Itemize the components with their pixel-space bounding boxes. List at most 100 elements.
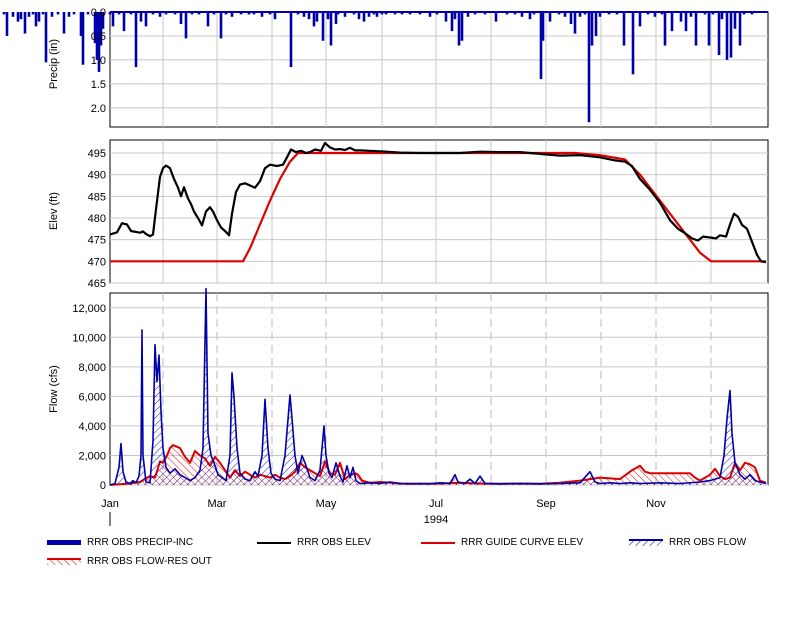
precip-ytick-label: 0.5 (91, 31, 106, 43)
precip-bar (660, 12, 664, 15)
precip-bar (663, 12, 667, 46)
precip-bar (450, 12, 454, 32)
precip-bar (2, 12, 6, 15)
precip-bar (638, 12, 642, 27)
precip-bar (334, 12, 338, 24)
legend-precip: RRR OBS PRECIP-INC (47, 537, 193, 548)
flow-panel-frame (109, 292, 769, 486)
precip-bar (62, 12, 66, 34)
grid-layer (110, 11, 768, 486)
precip-bar (239, 12, 243, 15)
precip-bar (444, 12, 448, 22)
precip-bar (117, 12, 121, 15)
precip-bar (23, 12, 27, 34)
flow-ytick-label: 0 (100, 480, 106, 492)
precip-bar (520, 12, 524, 17)
precip-bar (483, 12, 487, 15)
precip-bar (400, 12, 404, 15)
precip-bar (212, 12, 216, 15)
precip-bar (367, 12, 371, 17)
obs-flow-line (109, 287, 767, 486)
precip-bar (252, 12, 256, 15)
precip-bar (34, 12, 38, 27)
precip-bar (622, 12, 626, 46)
precip-bar (380, 12, 384, 15)
precip-bar (738, 12, 742, 46)
x-tick-jan: Jan (101, 498, 119, 510)
precip-bar (268, 12, 272, 15)
precip-bar (742, 12, 746, 15)
precip-bar (321, 12, 325, 41)
precip-bar (329, 12, 333, 46)
precip-bar (578, 12, 582, 17)
precip-bar (473, 12, 477, 15)
precip-bar (384, 12, 388, 15)
precip-bar (101, 12, 105, 29)
precip-bar (408, 12, 412, 15)
precip-bar (607, 12, 611, 15)
precip-ytick-label: 1.5 (91, 79, 106, 91)
x-tick-may: May (316, 498, 337, 510)
elev-panel-frame (109, 139, 769, 284)
precip-bar (224, 12, 228, 15)
precip-bar (179, 12, 183, 24)
precip-bar (129, 12, 133, 15)
precip-bar (653, 12, 657, 17)
precip-bars (2, 11, 768, 123)
precip-bar (50, 12, 54, 17)
precip-bar (563, 12, 567, 17)
precip-bar (16, 12, 20, 22)
x-tick-nov: Nov (646, 498, 666, 510)
x-tick-jul: Jul (429, 498, 443, 510)
legend-precip-swatch (47, 539, 81, 545)
precip-bar (151, 12, 155, 15)
precip-bar (457, 12, 461, 46)
precip-bar (93, 12, 97, 44)
precip-bar (684, 12, 688, 32)
precip-ytick-label: 2.0 (91, 103, 106, 115)
legend-flow-swatch (629, 538, 663, 546)
x-tick-mar: Mar (208, 498, 227, 510)
legend-elev-swatch (257, 541, 291, 544)
precip-bar (569, 12, 573, 24)
precip-bar (111, 12, 115, 27)
legend-resout-label: RRR OBS FLOW-RES OUT (87, 556, 212, 567)
flow-ytick-label: 4,000 (78, 421, 106, 433)
legend-precip-label: RRR OBS PRECIP-INC (87, 537, 194, 548)
precip-bar (587, 12, 591, 123)
precip-bar (707, 12, 711, 46)
precip-panel-frame (109, 11, 769, 128)
precip-bar (375, 12, 379, 17)
legend: RRR OBS PRECIP-INC RRR OBS ELEV RRR GUID… (0, 533, 800, 583)
flow-ytick-label: 10,000 (72, 332, 106, 344)
precip-bar (453, 12, 457, 20)
precip-bar (590, 12, 594, 46)
elev-ytick-label: 470 (88, 256, 106, 268)
legend-guide-swatch (421, 541, 455, 544)
precip-bar (260, 12, 264, 17)
precip-bar (689, 12, 693, 17)
precip-bar (134, 12, 138, 68)
precip-bar (72, 12, 76, 15)
precip-bar (679, 12, 683, 22)
precip-ytick-label: 1.0 (91, 55, 106, 67)
precip-bar (435, 12, 439, 15)
precip-ytick-label: 0.0 (91, 7, 106, 19)
precip-bar (352, 12, 356, 15)
precip-bar (460, 12, 464, 41)
elev-ytick-label: 465 (88, 278, 106, 290)
precip-bar (190, 12, 194, 15)
precip-bar (505, 12, 509, 15)
flow-lines (109, 287, 767, 486)
precip-bar (694, 12, 698, 46)
precip-bar (273, 12, 277, 20)
precip-bar (466, 12, 470, 17)
x-year-label: 1994 (424, 514, 448, 526)
precip-bar (108, 12, 112, 15)
precip-bar (594, 12, 598, 36)
precip-bar (670, 12, 674, 32)
precip-bar (27, 12, 31, 17)
legend-guide: RRR GUIDE CURVE ELEV (421, 537, 583, 548)
precip-bar (583, 12, 587, 15)
precip-bar (711, 12, 715, 15)
